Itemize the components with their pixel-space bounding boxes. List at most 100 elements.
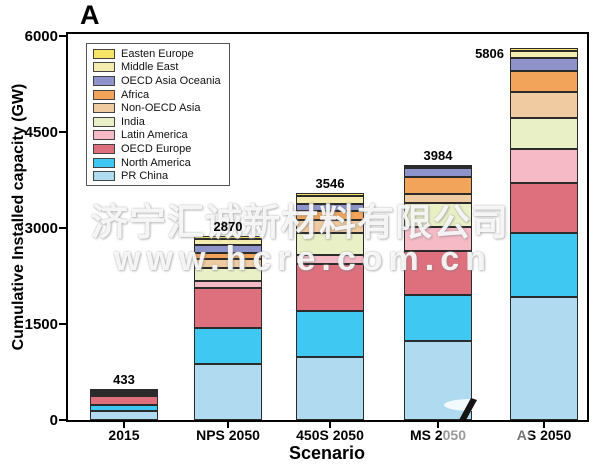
legend-label: OECD Europe: [121, 142, 192, 155]
legend-swatch: [93, 130, 115, 141]
bar-segment-africa: [296, 211, 364, 221]
legend-label: Latin America: [121, 129, 188, 142]
bar-segment-africa: [404, 176, 472, 195]
bar-segment-easten-europe: [90, 388, 158, 391]
x-tick: [543, 421, 545, 428]
bar-segment-latin-america: [510, 148, 578, 184]
bar-segment-india: [296, 233, 364, 255]
bar-segment-oecd-europe: [296, 264, 364, 312]
y-tick-label: 3000: [24, 220, 58, 237]
watermark-line-url: www.hcre.com.cn: [114, 240, 492, 278]
legend: Easten Europe Middle East OECD Asia Oceani…: [86, 43, 230, 186]
bar-total-label: 2870: [213, 219, 243, 235]
legend-label: Non-OECD Asia: [121, 102, 201, 115]
bar-segment-oecd-europe: [510, 183, 578, 234]
bar-segment-easten-europe: [194, 236, 262, 239]
bar-segment-middle-east: [510, 51, 578, 59]
legend-label: Easten Europe: [121, 47, 194, 60]
bar-segment-latin-america: [194, 281, 262, 289]
legend-item-oecd-asia-oceania: OECD Asia Oceania: [93, 74, 229, 88]
legend-label: Middle East: [121, 61, 179, 74]
legend-label: Africa: [121, 88, 150, 101]
legend-label: India: [121, 115, 145, 128]
bar-segment-easten-europe: [510, 48, 578, 52]
bar-segment-non-oecd-asia: [404, 194, 472, 204]
bar-segment-middle-east: [194, 238, 262, 246]
bar-total-label: 3984: [423, 148, 453, 164]
legend-swatch: [93, 143, 115, 154]
x-category-label: AS 2050: [516, 427, 572, 443]
y-tick-label: 1500: [24, 316, 58, 333]
bar-segment-latin-america: [296, 254, 364, 265]
y-tick: [59, 419, 66, 421]
bar-segment-pr-china: [194, 364, 262, 420]
x-category-label: 2015: [108, 427, 140, 443]
y-tick: [59, 227, 66, 229]
bar-segment-north-america: [296, 311, 364, 357]
bar-segment-oecd-asia-oceania: [510, 58, 578, 72]
bar-segment-easten-europe: [404, 165, 472, 168]
y-tick: [59, 131, 66, 133]
bar-segment-africa: [510, 71, 578, 92]
bar-segment-latin-america: [404, 226, 472, 252]
bar-total-label: 3546: [315, 176, 345, 192]
y-tick: [59, 35, 66, 37]
legend-swatch: [93, 103, 115, 114]
plot-frame: [66, 32, 589, 422]
bar-segment-pr-china: [90, 410, 158, 420]
bar-segment-north-america: [510, 233, 578, 298]
legend-item-non-oecd-asia: Non-OECD Asia: [93, 101, 229, 115]
legend-swatch: [93, 48, 115, 59]
bar-segment-middle-east: [296, 196, 364, 205]
bar-total-label: 433: [113, 371, 135, 387]
legend-item-india: India: [93, 115, 229, 129]
watermark-smudge: [441, 429, 471, 442]
x-axis-title: Scenario: [288, 443, 366, 463]
x-category-label: 450S 2050: [296, 427, 364, 443]
bar-total-label: 5806: [475, 46, 504, 62]
legend-label: PR China: [121, 170, 169, 183]
legend-swatch: [93, 62, 115, 73]
panel-label: A: [80, 0, 100, 30]
bar-segment-india: [194, 268, 262, 282]
watermark-line-chinese: 济宁汇诚新材料有限公司: [91, 202, 509, 243]
bar-segment-pr-china: [296, 356, 364, 420]
bar-segment-pr-china: [404, 341, 472, 420]
legend-swatch: [93, 75, 115, 86]
legend-swatch: [93, 116, 115, 127]
bar-segment-pr-china: [510, 297, 578, 420]
bar-segment-africa: [194, 253, 262, 259]
bar-segment-oecd-europe: [404, 251, 472, 296]
legend-label: OECD Asia Oceania: [121, 74, 221, 87]
bar-segment-india: [404, 203, 472, 227]
y-tick-label: 0: [49, 412, 58, 429]
bar-segment-oecd-asia-oceania: [194, 245, 262, 254]
legend-item-oecd-europe: OECD Europe: [93, 142, 229, 156]
legend-item-pr-china: PR China: [93, 169, 229, 183]
bar-segment-oecd-asia-oceania: [404, 167, 472, 177]
y-tick-label: 4500: [24, 124, 58, 141]
bar-segment-oecd-asia-oceania: [296, 204, 364, 212]
bar-segment-oecd-europe: [90, 395, 158, 406]
legend-item-north-america: North America: [93, 156, 229, 170]
legend-item-middle-east: Middle East: [93, 61, 229, 75]
y-tick: [59, 323, 66, 325]
legend-item-latin-america: Latin America: [93, 129, 229, 143]
x-tick: [227, 421, 229, 428]
bar-segment-non-oecd-asia: [194, 258, 262, 268]
legend-item-africa: Africa: [93, 88, 229, 102]
watermark-smudge: [511, 429, 531, 441]
bar-segment-north-america: [194, 328, 262, 365]
legend-item-easten-europe: Easten Europe: [93, 47, 229, 61]
x-category-label: NPS 2050: [196, 427, 260, 443]
legend-label: North America: [121, 156, 191, 169]
legend-swatch: [93, 171, 115, 182]
watermark-swoosh-mark: [459, 398, 477, 420]
bar-segment-oecd-europe: [194, 288, 262, 329]
x-tick: [123, 421, 125, 428]
bar-segment-easten-europe: [296, 193, 364, 196]
y-tick-label: 6000: [24, 28, 58, 45]
bar-segment-non-oecd-asia: [510, 92, 578, 118]
bar-segment-india: [510, 117, 578, 149]
